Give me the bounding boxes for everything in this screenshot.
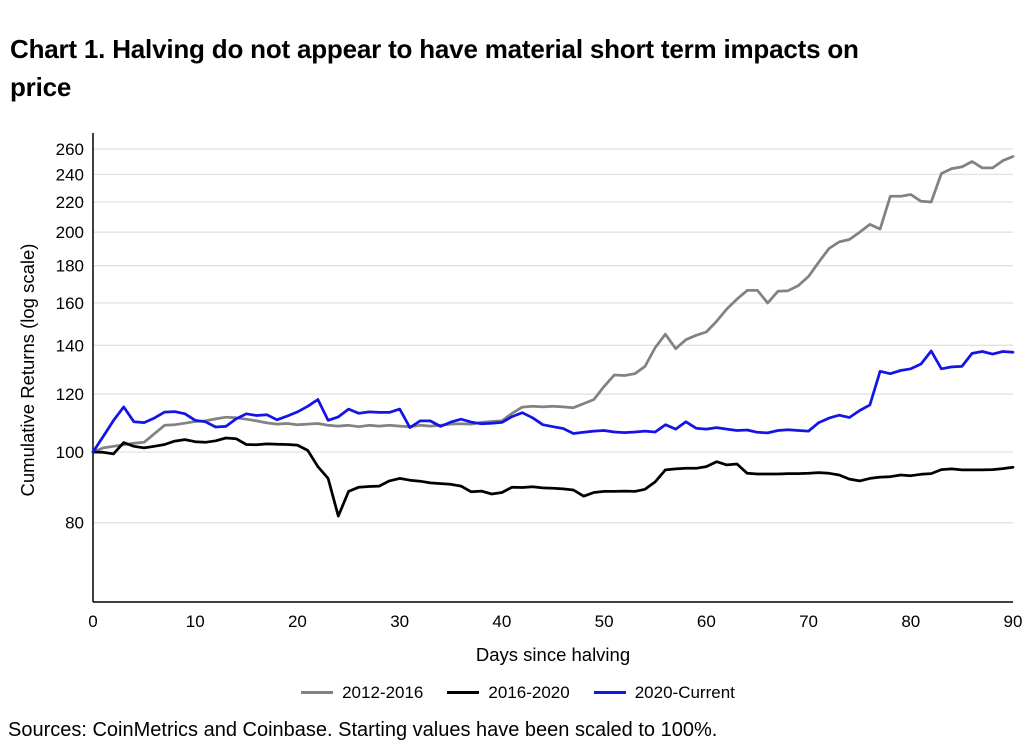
chart-title-line-1: Chart 1. Halving do not appear to have m… — [10, 34, 859, 65]
line-chart: 80 100 120 140 160 180 200 220 240 260 0 10 20 30 40 50… — [17, 132, 1023, 665]
x-tick-label: 0 — [88, 612, 97, 631]
y-tick-label: 140 — [56, 336, 84, 355]
x-tick-label: 20 — [288, 612, 307, 631]
legend-item-2016-2020: 2016-2020 — [447, 682, 570, 703]
x-tick-label: 40 — [492, 612, 511, 631]
chart-page: Chart 1. Halving do not appear to have m… — [0, 17, 1036, 741]
x-tick-label: 30 — [390, 612, 409, 631]
legend-label: 2012-2016 — [342, 682, 424, 702]
chart-title-line-2: price — [10, 72, 72, 103]
source-note: Sources: CoinMetrics and Coinbase. Start… — [8, 718, 718, 741]
y-tick-label: 100 — [56, 443, 84, 462]
series-line-2016-2020 — [91, 436, 1015, 518]
y-tick-label: 180 — [56, 256, 84, 275]
y-axis-title: Cumulative Returns (log scale) — [17, 243, 38, 496]
x-tick-label: 70 — [799, 612, 818, 631]
y-tick-label: 260 — [56, 140, 84, 159]
x-tick-label: 90 — [1004, 612, 1023, 631]
legend-item-2012-2016: 2012-2016 — [301, 683, 423, 703]
legend-label: 2020-Current — [634, 682, 735, 702]
legend-label: 2016-2020 — [488, 682, 570, 702]
chart-title: Chart 1. Halving do not appear to have m… — [0, 17, 1036, 112]
series-line-2012-2016 — [91, 154, 1015, 454]
x-axis-title: Days since halving — [476, 644, 630, 665]
y-tick-label: 80 — [65, 514, 84, 533]
y-tick-label: 120 — [56, 385, 84, 404]
x-tick-label: 60 — [697, 612, 716, 631]
legend-item-2020-current: 2020-Current — [593, 682, 735, 703]
legend-swatch-2012-2016 — [301, 691, 334, 695]
x-tick-label: 50 — [595, 612, 614, 631]
legend-swatch-2020-current — [593, 691, 626, 695]
series-line-2020-current — [91, 349, 1015, 454]
x-tick-label: 10 — [186, 612, 205, 631]
y-tick-label: 160 — [56, 294, 84, 313]
chart-legend: 2012-2016 2016-2020 2020-Current — [0, 673, 1036, 713]
legend-swatch-2016-2020 — [447, 691, 480, 695]
y-tick-label: 240 — [56, 165, 84, 184]
x-tick-label: 80 — [901, 612, 920, 631]
y-tick-label: 200 — [56, 223, 84, 242]
y-tick-label: 220 — [56, 193, 84, 212]
